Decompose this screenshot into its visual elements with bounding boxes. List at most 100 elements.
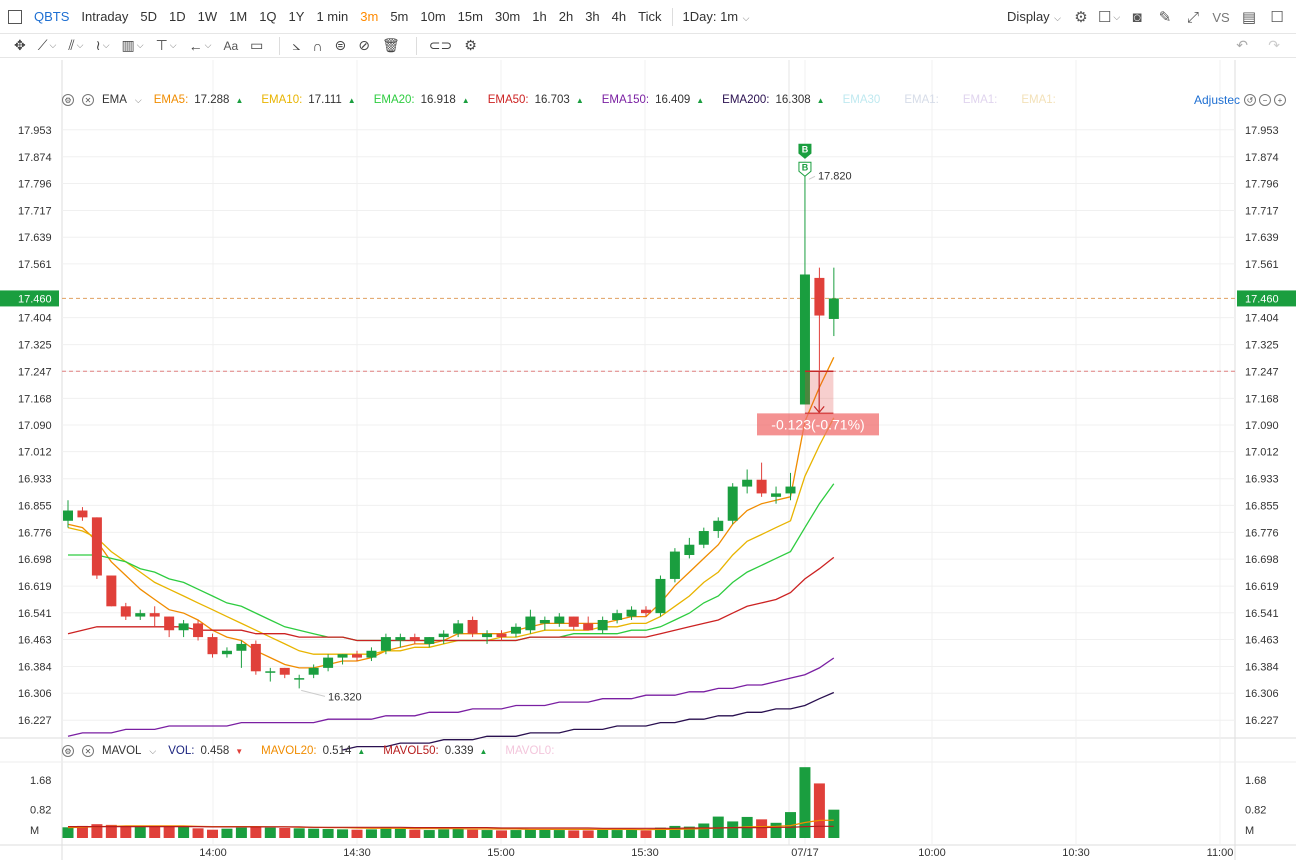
volume-bar	[654, 827, 666, 838]
period-3m[interactable]: 3m	[360, 8, 379, 24]
comment-tool-icon[interactable]: ▭	[250, 37, 264, 53]
notes-icon[interactable]: ▤	[1241, 9, 1257, 26]
mavol-item-value: 0.514	[322, 745, 352, 757]
volume-tick-label-left: 0.82	[30, 805, 51, 817]
price-tick-label-right: 16.227	[1245, 715, 1279, 727]
candle-body	[106, 575, 117, 607]
ema-item-value: 17.111	[308, 94, 342, 106]
hide-drawings-icon[interactable]: ⊘	[358, 37, 370, 53]
price-tick-label-right: 16.306	[1245, 688, 1279, 700]
buy-marker-filled-shape[interactable]	[798, 143, 812, 159]
close-icon[interactable]: ✕	[82, 94, 94, 106]
period-1d[interactable]: 1D	[169, 8, 186, 24]
candle-body	[583, 623, 594, 631]
period-5m[interactable]: 5m	[390, 8, 409, 24]
symbol-selector[interactable]: QBTS	[34, 8, 70, 24]
period-4h[interactable]: 4h	[611, 8, 627, 24]
period-5d[interactable]: 5D	[140, 8, 158, 24]
indicator-settings-icon[interactable]: ⚙	[62, 745, 74, 757]
volume-tick-label-right: 0.82	[1245, 805, 1266, 817]
interval-select[interactable]: 1Day: 1m ⌵	[677, 0, 756, 34]
arrow-up-icon: ▲	[479, 746, 488, 756]
volume-bar	[438, 829, 450, 838]
trendline-tool-icon[interactable]: ⟋ ⌵	[37, 37, 57, 53]
wave-tool-icon[interactable]: ≀ ⌵	[95, 37, 110, 53]
candle-body	[409, 637, 420, 641]
camera-icon[interactable]: ◙	[1132, 8, 1142, 26]
layout-icon[interactable]	[8, 9, 22, 24]
candle-body	[279, 667, 290, 675]
toolbar-divider	[415, 36, 417, 55]
period-10m[interactable]: 10m	[420, 8, 446, 24]
buy-marker-outline-shape[interactable]	[798, 161, 812, 177]
toolbar-divider	[671, 7, 673, 26]
period-1-min[interactable]: 1 min	[316, 8, 349, 24]
volume-bar	[423, 830, 435, 838]
indicator-settings-icon[interactable]: ⚙	[62, 94, 74, 106]
link-icon[interactable]: ⊂⊃	[428, 37, 453, 53]
period-2h[interactable]: 2h	[558, 8, 574, 24]
trash-icon[interactable]: 🗑	[381, 37, 400, 53]
candle-body	[236, 643, 247, 651]
pencil-icon[interactable]: ✎	[1158, 9, 1172, 26]
interval-select-label: 1Day: 1m	[682, 8, 739, 24]
text-tool[interactable]: Aa	[223, 38, 239, 53]
ema5-line	[67, 357, 835, 669]
lock-drawings-icon[interactable]: ⊜	[334, 37, 347, 53]
fib-tool-icon[interactable]: ⊤ ⌵	[155, 37, 177, 53]
chevron-down-icon[interactable]: ⌵	[134, 94, 142, 105]
close-icon[interactable]: ✕	[82, 745, 94, 757]
adjusted-label[interactable]: Adjustec	[1193, 93, 1240, 107]
period-1w[interactable]: 1W	[197, 8, 218, 24]
reset-icon[interactable]: ↺	[1244, 94, 1256, 106]
period-1m[interactable]: 1M	[229, 8, 248, 24]
fullscreen-icon[interactable]: ⤢	[1186, 8, 1199, 26]
magnet-icon[interactable]: ∩	[312, 37, 323, 54]
arrow-up-icon: ▲	[696, 95, 705, 105]
volume-bar	[163, 826, 175, 838]
candle-body	[554, 616, 565, 624]
display-menu[interactable]: Display ⌵	[1001, 0, 1067, 34]
period-1y[interactable]: 1Y	[288, 8, 305, 24]
volume-bar	[727, 821, 739, 838]
square-select-icon[interactable]: ☐ ⌵	[1097, 9, 1121, 26]
period-tick[interactable]: Tick	[638, 8, 662, 24]
move-tool-icon[interactable]: ✥	[14, 37, 26, 53]
low-price-label: 16.320	[328, 691, 362, 703]
arrow-down-icon: ▼	[235, 746, 244, 756]
volume-bar	[669, 825, 681, 838]
volume-bar	[192, 828, 204, 838]
volume-indicator-name[interactable]: MAVOL	[102, 745, 142, 757]
period-15m[interactable]: 15m	[457, 8, 483, 24]
plus-icon[interactable]: +	[1274, 94, 1286, 106]
price-tick-label-left: 16.776	[18, 527, 52, 539]
volume-tick-label-left: M	[30, 825, 39, 837]
period-intraday[interactable]: Intraday	[81, 8, 129, 24]
high-price-label: 17.820	[818, 170, 852, 182]
period-1q[interactable]: 1Q	[259, 8, 277, 24]
candle-body	[496, 633, 507, 638]
candle-body	[193, 623, 204, 638]
period-1h[interactable]: 1h	[532, 8, 547, 24]
chevron-down-icon[interactable]: ⌵	[149, 745, 157, 756]
ema-indicator-name[interactable]: EMA	[102, 94, 127, 106]
measure-tool-icon[interactable]: ▥ ⌵	[121, 37, 144, 53]
period-3h[interactable]: 3h	[585, 8, 600, 24]
period-30m[interactable]: 30m	[494, 8, 521, 24]
draw-settings-icon[interactable]: ⚙	[464, 37, 477, 53]
compare-button[interactable]: VS	[1212, 9, 1230, 25]
ruler-icon[interactable]: ⦣	[292, 37, 301, 53]
buy-marker-outline-label: B	[802, 162, 809, 172]
gear-icon[interactable]: ⚙	[1074, 9, 1088, 26]
minus-icon[interactable]: −	[1259, 94, 1271, 106]
undo-icon[interactable]: ↶	[1236, 37, 1248, 53]
arrow-tool-icon[interactable]: ← ⌵	[188, 37, 212, 54]
candle-body	[597, 619, 608, 631]
redo-icon[interactable]: ↷	[1268, 37, 1280, 53]
window-icon[interactable]: ☐	[1270, 9, 1284, 26]
volume-bar	[178, 826, 190, 838]
channel-tool-icon[interactable]: ⫽ ⌵	[68, 37, 84, 53]
volume-bar	[322, 829, 334, 838]
candle-body	[539, 619, 550, 624]
